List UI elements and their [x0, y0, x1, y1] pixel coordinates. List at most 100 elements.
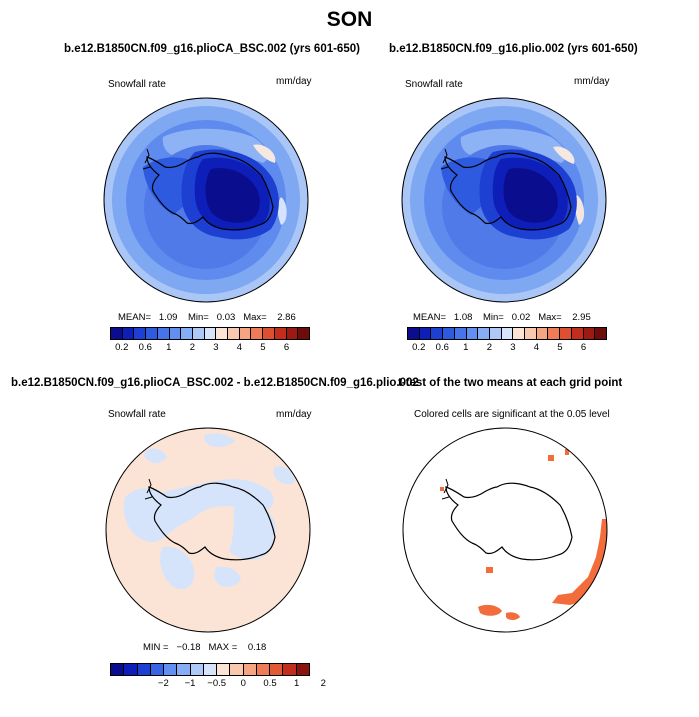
colorbar-tick-label: −2 — [157, 678, 169, 689]
colorbar-swatch — [560, 328, 572, 339]
min-label: MIN = — [143, 642, 169, 653]
colorbar-swatch — [466, 328, 479, 339]
panel-title-bottom-left: b.e12.B1850CN.f09_g16.plioCA_BSC.002 - b… — [11, 377, 419, 389]
colorbar-swatch — [296, 664, 309, 675]
colorbar-swatch — [124, 664, 138, 675]
colorbar-swatch — [263, 328, 275, 339]
stats-top-right: MEAN= 1.08 Min= 0.02 Max= 2.95 — [413, 312, 591, 323]
colorbar-tick-label: 2 — [189, 342, 195, 353]
colorbar-swatch — [230, 664, 244, 675]
max-label: Max= — [538, 312, 562, 323]
colorbar-tick-label: 3 — [510, 342, 516, 353]
variable-label-top-left: Snowfall rate — [108, 79, 166, 90]
min-label: Min= — [187, 312, 209, 323]
mean-value: 1.08 — [453, 312, 473, 323]
colorbar-tick-label: −1 — [184, 678, 196, 689]
colorbar-swatch — [286, 328, 299, 339]
panel-title-top-right: b.e12.B1850CN.f09_g16.plio.002 (yrs 601-… — [389, 43, 638, 55]
colorbar-swatch — [216, 328, 229, 339]
panel-subtitle-bottom-right: Colored cells are significant at the 0.0… — [414, 409, 610, 420]
colorbar-swatch — [595, 328, 606, 339]
colorbar-swatch — [122, 328, 135, 339]
colorbar-swatch — [137, 664, 151, 675]
colorbar-swatch — [192, 328, 205, 339]
difference-map-bottom-left — [105, 427, 311, 633]
colorbar-swatch — [583, 328, 596, 339]
mean-label: MEAN= — [413, 312, 446, 323]
colorbar-swatch — [217, 664, 231, 675]
units-label-bottom-left: mm/day — [276, 409, 312, 420]
colorbar-swatch — [256, 664, 271, 675]
colorbar-ticks-top-left: 0.2 0.6 1 2 3 4 5 6 — [110, 342, 310, 356]
colorbar-tick-label: −0.5 — [207, 678, 227, 689]
units-label-top-right: mm/day — [574, 76, 610, 87]
colorbar-swatch — [181, 328, 193, 339]
panel-title-top-left: b.e12.B1850CN.f09_g16.plioCA_BSC.002 (yr… — [64, 43, 360, 55]
colorbar-tick-label: 0.2 — [412, 342, 426, 353]
colorbar-tick-label: 0 — [240, 678, 246, 689]
colorbar-tick-label: 4 — [533, 342, 540, 353]
colorbar-swatch — [478, 328, 490, 339]
colorbar-tick-label: 5 — [260, 342, 266, 353]
colorbar-tick-label: 2 — [320, 678, 326, 689]
variable-label-bottom-left: Snowfall rate — [108, 409, 166, 420]
colorbar-tick-label: 2 — [486, 342, 492, 353]
max-label: Max= — [243, 312, 267, 323]
colorbar-tick-label: 1 — [463, 342, 469, 353]
colorbar-tick-label: 1 — [294, 678, 300, 689]
colorbar-swatch — [204, 328, 217, 339]
stats-bottom-left: MIN = −0.18 MAX = 0.18 — [143, 642, 266, 653]
variable-label-top-right: Snowfall rate — [405, 79, 463, 90]
colorbar-tick-label: 0.2 — [115, 342, 129, 353]
max-label: MAX = — [208, 642, 238, 653]
significance-map-bottom-right — [402, 427, 608, 633]
colorbar-swatch — [489, 328, 502, 339]
units-label-top-left: mm/day — [276, 76, 312, 87]
colorbar-swatch — [571, 328, 584, 339]
min-value: 0.03 — [216, 312, 236, 323]
min-value: 0.02 — [511, 312, 531, 323]
colorbar-swatch — [513, 328, 526, 339]
colorbar-swatch — [150, 664, 165, 675]
colorbar-tick-label: 0.6 — [138, 342, 152, 353]
stats-top-left: MEAN= 1.09 Min= 0.03 Max= 2.86 — [118, 312, 296, 323]
min-value: −0.18 — [176, 642, 201, 653]
max-value: 2.95 — [572, 312, 591, 323]
colorbar-top-right — [407, 327, 607, 340]
colorbar-tick-label: 5 — [557, 342, 563, 353]
colorbar-swatch — [419, 328, 432, 339]
snowfall-map-top-right — [401, 97, 607, 303]
colorbar-tick-label: 6 — [580, 342, 587, 353]
colorbar-swatch — [177, 664, 191, 675]
colorbar-ticks-top-right: 0.2 0.6 1 2 3 4 5 6 — [407, 342, 607, 356]
colorbar-top-left — [110, 327, 310, 340]
colorbar-swatch — [283, 664, 297, 675]
max-value: 2.86 — [277, 312, 296, 323]
colorbar-tick-label: 1 — [166, 342, 172, 353]
colorbar-swatch — [169, 328, 182, 339]
colorbar-swatch — [431, 328, 444, 339]
colorbar-tick-label: 6 — [283, 342, 290, 353]
snowfall-map-top-left — [103, 97, 309, 303]
colorbar-swatch — [134, 328, 147, 339]
colorbar-swatch — [190, 664, 204, 675]
colorbar-swatch — [454, 328, 467, 339]
colorbar-swatch — [298, 328, 309, 339]
colorbar-swatch — [443, 328, 455, 339]
colorbar-tick-label: 3 — [213, 342, 219, 353]
panel-title-bottom-right: t-test of the two means at each grid poi… — [398, 377, 623, 389]
colorbar-swatch — [243, 664, 257, 675]
colorbar-swatch — [548, 328, 561, 339]
colorbar-swatch — [251, 328, 264, 339]
colorbar-swatch — [203, 664, 218, 675]
colorbar-swatch — [501, 328, 514, 339]
mean-label: MEAN= — [118, 312, 151, 323]
colorbar-swatch — [157, 328, 170, 339]
colorbar-ticks-bottom-left: −2 −1 −0.5 0 0.5 1 2 — [110, 678, 326, 692]
colorbar-swatch — [239, 328, 252, 339]
colorbar-tick-label: 4 — [236, 342, 243, 353]
colorbar-swatch — [525, 328, 537, 339]
colorbar-tick-label: 0.6 — [435, 342, 449, 353]
colorbar-swatch — [146, 328, 158, 339]
min-label: Min= — [482, 312, 504, 323]
